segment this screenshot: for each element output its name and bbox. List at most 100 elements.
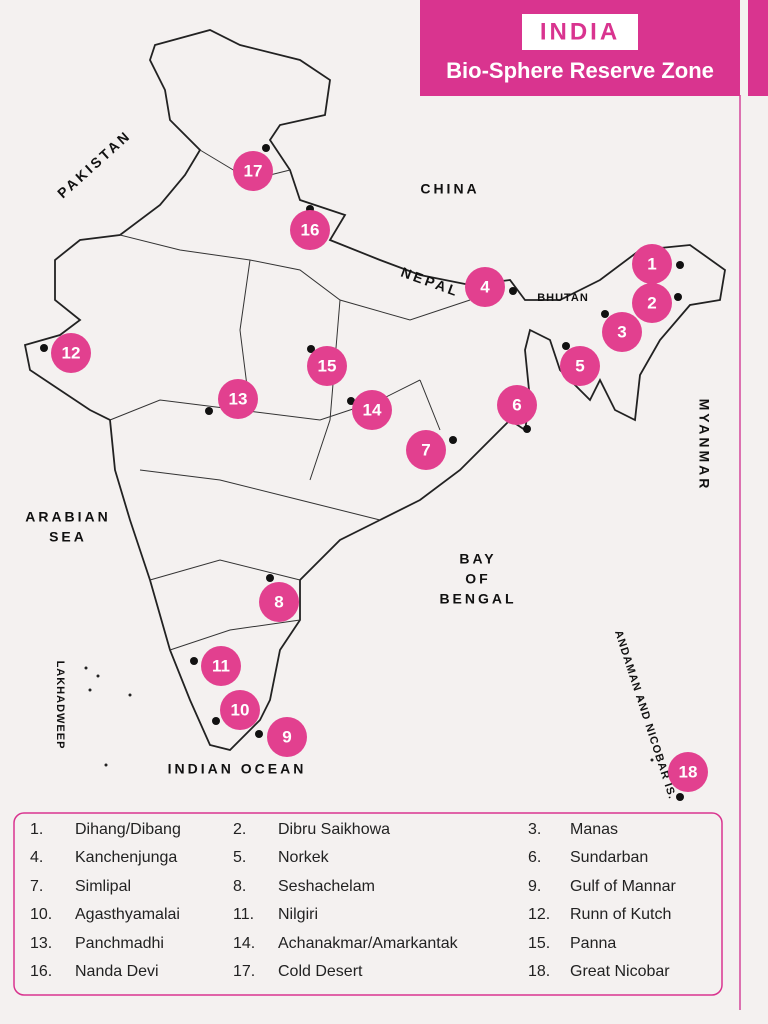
legend-name: Nilgiri	[278, 906, 318, 923]
legend-name: Norkek	[278, 849, 330, 866]
marker-number: 4	[480, 277, 490, 296]
title-box	[522, 14, 638, 50]
region-label: CHINA	[420, 181, 479, 197]
marker-circle	[406, 430, 446, 470]
islands	[84, 666, 654, 767]
marker-number: 15	[318, 356, 337, 375]
legend-number: 15.	[528, 935, 550, 952]
legend-name: Simlipal	[75, 878, 131, 895]
marker-circle	[201, 646, 241, 686]
legend-name: Dihang/Dibang	[75, 821, 181, 838]
marker-number: 11	[212, 656, 230, 675]
legend-name: Runn of Kutch	[570, 906, 671, 923]
legend-number: 18.	[528, 963, 550, 980]
reserve-dot	[676, 793, 684, 801]
region-label: MYANMAR	[696, 399, 712, 492]
marker-circle	[233, 151, 273, 191]
legend-number: 7.	[30, 878, 43, 895]
marker-circle	[352, 390, 392, 430]
legend-name: Manas	[570, 821, 618, 838]
legend-name: Sundarban	[570, 849, 648, 866]
marker-number: 10	[231, 700, 250, 719]
reserve-dot	[676, 261, 684, 269]
reserve-dot	[509, 287, 517, 295]
marker-number: 2	[647, 293, 656, 312]
legend-name: Kanchenjunga	[75, 849, 177, 866]
legend-name: Nanda Devi	[75, 963, 159, 980]
marker-circle	[259, 582, 299, 622]
legend-number: 8.	[233, 878, 246, 895]
reserve-dot	[674, 293, 682, 301]
region-label: OF	[465, 571, 490, 587]
marker-circle	[560, 346, 600, 386]
region-label: BENGAL	[439, 591, 516, 607]
legend-name: Panchmadhi	[75, 935, 164, 952]
legend-number: 9.	[528, 878, 541, 895]
reserve-dot	[262, 144, 270, 152]
marker-number: 3	[617, 322, 626, 341]
reserve-dot	[205, 407, 213, 415]
reserve-dot	[190, 657, 198, 665]
legend-number: 1.	[30, 821, 43, 838]
marker-circle	[218, 379, 258, 419]
legend-name: Cold Desert	[278, 963, 363, 980]
legend-number: 10.	[30, 906, 52, 923]
marker-circle	[632, 244, 672, 284]
marker-number: 17	[244, 161, 263, 180]
reserve-dot	[255, 730, 263, 738]
legend-number: 2.	[233, 821, 246, 838]
marker-circle	[497, 385, 537, 425]
marker-circle	[267, 717, 307, 757]
region-label: BAY	[459, 551, 496, 567]
marker-circle	[632, 283, 672, 323]
marker-number: 5	[575, 356, 584, 375]
legend-name: Agasthyamalai	[75, 906, 180, 923]
marker-number: 14	[363, 400, 382, 419]
marker-number: 9	[282, 727, 291, 746]
marker-number: 6	[512, 395, 521, 414]
india-outline	[23, 29, 726, 751]
legend-name: Achanakmar/Amarkantak	[278, 935, 459, 952]
reserve-dot	[212, 717, 220, 725]
region-label: BHUTAN	[537, 292, 589, 304]
legend-number: 3.	[528, 821, 541, 838]
legend-number: 6.	[528, 849, 541, 866]
legend-name: Dibru Saikhowa	[278, 821, 390, 838]
marker-number: 8	[274, 592, 283, 611]
marker-circle	[465, 267, 505, 307]
legend-number: 17.	[233, 963, 255, 980]
region-label: SEA	[49, 529, 87, 545]
marker-number: 12	[62, 343, 81, 362]
marker-number: 7	[421, 440, 430, 459]
legend-number: 16.	[30, 963, 52, 980]
marker-number: 1	[647, 254, 656, 273]
marker-circle	[602, 312, 642, 352]
marker-number: 13	[229, 389, 248, 408]
marker-circle	[668, 752, 708, 792]
region-label: LAKHADWEEP	[54, 661, 66, 750]
marker-circle	[220, 690, 260, 730]
region-label: ARABIAN	[25, 509, 111, 525]
legend-name: Gulf of Mannar	[570, 878, 677, 895]
region-label: INDIAN OCEAN	[168, 761, 307, 777]
legend-number: 13.	[30, 935, 52, 952]
marker-circle	[51, 333, 91, 373]
legend-name: Panna	[570, 935, 616, 952]
reserve-dot	[449, 436, 457, 444]
title: INDIA	[540, 18, 620, 45]
legend-name: Great Nicobar	[570, 963, 670, 980]
legend-name: Seshachelam	[278, 878, 375, 895]
legend-number: 14.	[233, 935, 255, 952]
subtitle: Bio-Sphere Reserve Zone	[446, 58, 714, 83]
marker-circle	[290, 210, 330, 250]
marker-number: 18	[679, 762, 698, 781]
reserve-dot	[601, 310, 609, 318]
legend-number: 5.	[233, 849, 246, 866]
marker-circle	[307, 346, 347, 386]
reserve-dot	[347, 397, 355, 405]
header-strip	[748, 0, 768, 96]
reserve-dot	[562, 342, 570, 350]
legend-number: 4.	[30, 849, 43, 866]
reserve-dot	[266, 574, 274, 582]
